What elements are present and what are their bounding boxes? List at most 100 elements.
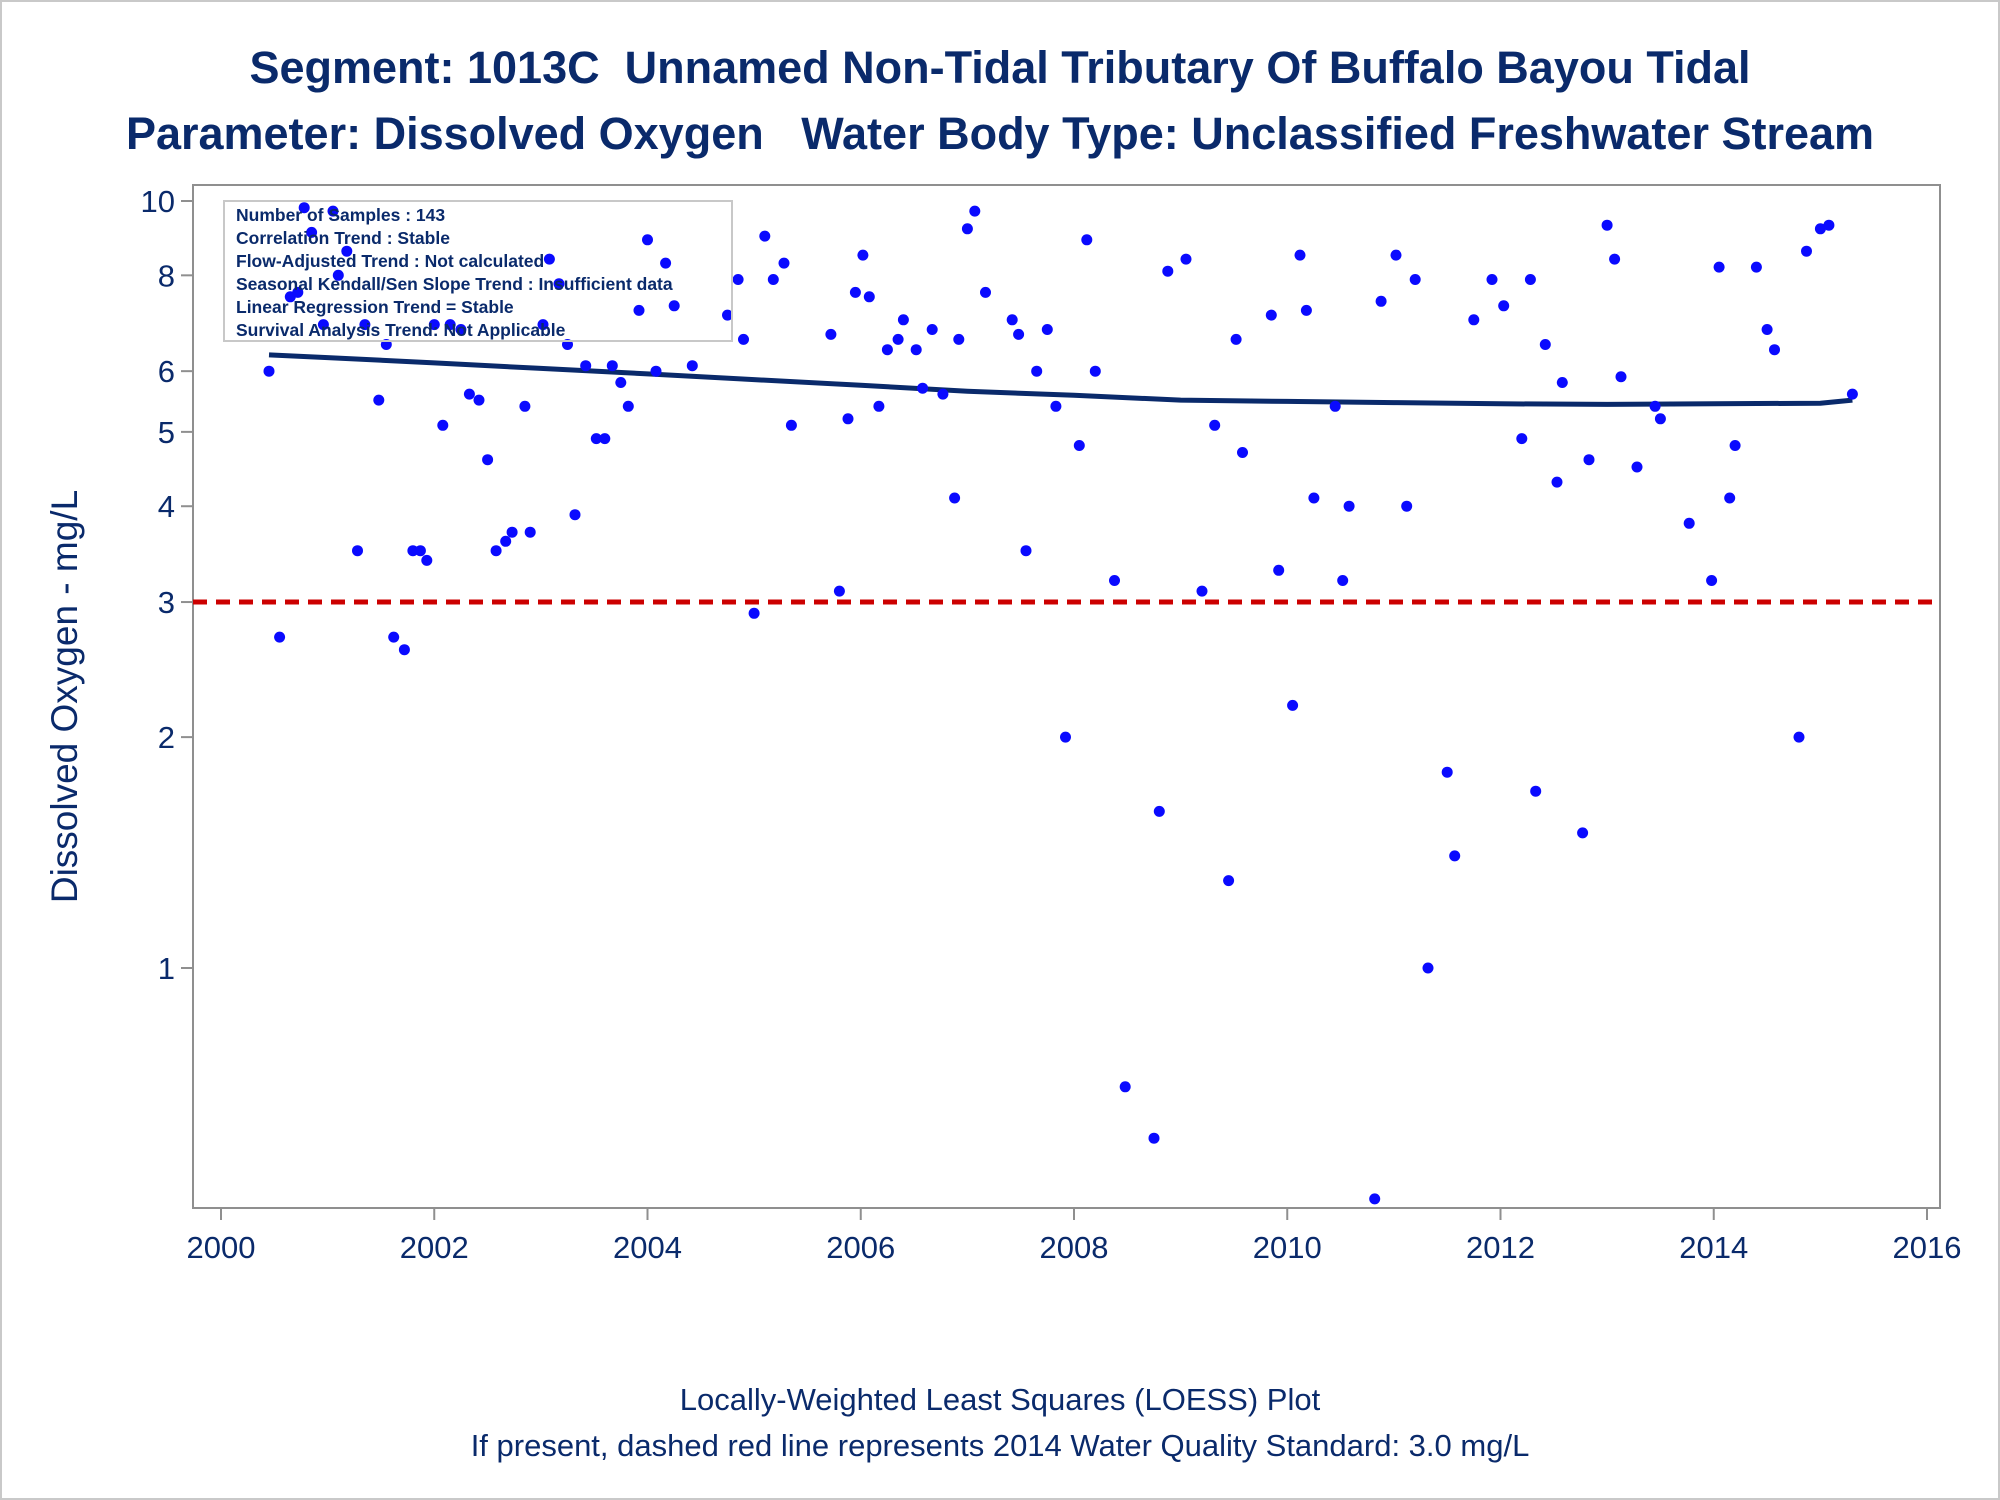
sample-point xyxy=(388,631,400,643)
sample-point xyxy=(738,333,749,345)
sample-point xyxy=(759,230,771,242)
sample-point xyxy=(1814,223,1826,235)
sample-point xyxy=(490,545,502,557)
sample-point xyxy=(873,400,885,412)
y-tick-label: 1 xyxy=(158,951,175,986)
sample-point xyxy=(732,274,744,285)
legend-correlation-trend: Correlation Trend : Stable xyxy=(236,228,450,248)
sample-point xyxy=(1300,304,1312,316)
legend-box-border xyxy=(223,200,733,342)
sample-point xyxy=(910,344,922,356)
sample-point xyxy=(1441,766,1453,778)
sample-point xyxy=(1031,365,1043,377)
sample-point xyxy=(897,314,909,326)
sample-point xyxy=(1724,492,1736,504)
sample-point xyxy=(881,344,893,356)
sample-point xyxy=(482,454,494,466)
sample-point xyxy=(332,269,344,281)
legend-flow-adjusted-trend: Flow-Adjusted Trend : Not calculated xyxy=(236,251,544,271)
sample-point xyxy=(428,319,440,331)
sample-point xyxy=(926,324,938,335)
sample-point xyxy=(306,226,318,238)
sample-point xyxy=(1556,377,1568,388)
sample-point xyxy=(642,234,653,246)
sample-point xyxy=(524,526,536,538)
sample-point xyxy=(980,286,991,298)
y-axis-title: Dissolved Oxygen - mg/L xyxy=(44,490,85,903)
sample-point xyxy=(1706,575,1718,586)
legend-seasonal-kendall-trend: Seasonal Kendall/Sen Slope Trend : Insuf… xyxy=(236,274,673,294)
loess-trend-line xyxy=(268,352,1853,407)
sample-point xyxy=(1294,249,1306,261)
sample-point xyxy=(1287,699,1299,711)
sample-point xyxy=(455,324,467,335)
sample-point xyxy=(1539,339,1551,350)
sample-point xyxy=(778,257,790,269)
sample-point xyxy=(1153,805,1165,817)
y-tick-label: 2 xyxy=(158,720,175,755)
sample-point xyxy=(1401,500,1413,512)
sample-point xyxy=(1308,492,1320,504)
sample-point xyxy=(1583,454,1595,466)
x-tick-label: 2000 xyxy=(187,1230,256,1265)
plot-area xyxy=(192,184,1941,1209)
chart-subtitle: Parameter: Dissolved Oxygen Water Body T… xyxy=(125,108,1875,159)
sample-point xyxy=(1449,850,1461,862)
sample-point xyxy=(1265,309,1277,321)
sample-point xyxy=(1050,400,1062,412)
sample-point xyxy=(298,202,310,214)
sample-point xyxy=(1609,253,1621,265)
sample-point xyxy=(292,286,304,298)
sample-point xyxy=(1498,300,1510,312)
y-tick-label: 4 xyxy=(158,489,175,524)
sample-point xyxy=(633,304,645,316)
sample-points xyxy=(263,202,1858,1205)
sample-point xyxy=(949,492,961,504)
x-axis: 2000 2002 2004 2006 2008 2010 2012 2014 2016 xyxy=(187,1208,1961,1265)
sample-point xyxy=(506,526,518,538)
sample-point xyxy=(1516,433,1528,445)
sample-point xyxy=(599,433,611,445)
sample-point xyxy=(1109,575,1120,586)
sample-point xyxy=(1020,545,1032,557)
y-tick-label: 10 xyxy=(141,184,175,219)
y-tick-label: 8 xyxy=(158,258,175,293)
sample-point xyxy=(1119,1081,1131,1093)
sample-point xyxy=(1196,585,1208,597)
sample-point xyxy=(1180,253,1192,265)
sample-point xyxy=(1530,785,1542,797)
chart-title: Segment: 1013C Unnamed Non-Tidal Tributa… xyxy=(249,42,1751,93)
sample-point xyxy=(1073,440,1085,451)
x-tick-label: 2010 xyxy=(1253,1230,1322,1265)
sample-point xyxy=(1654,413,1666,425)
sample-point xyxy=(1649,400,1661,412)
sample-point xyxy=(842,413,854,425)
sample-point xyxy=(917,382,929,394)
sample-point xyxy=(722,309,733,321)
sample-point xyxy=(1041,324,1053,335)
sample-point xyxy=(1631,461,1643,473)
sample-point xyxy=(1601,219,1613,231)
sample-point xyxy=(785,419,797,431)
y-tick-label: 3 xyxy=(158,585,175,620)
sample-point xyxy=(1713,261,1725,273)
sample-point xyxy=(748,607,760,619)
sample-point xyxy=(1013,328,1025,340)
sample-point xyxy=(444,319,456,331)
sample-point xyxy=(825,328,837,340)
stats-legend-box: Number of Samples : 143 Correlation Tren… xyxy=(223,200,733,342)
sample-point xyxy=(1006,314,1018,326)
legend-sample-count: Number of Samples : 143 xyxy=(236,205,445,225)
sample-point xyxy=(500,535,512,547)
sample-point xyxy=(1422,962,1434,974)
sample-point xyxy=(1750,261,1762,273)
y-tick-label: 6 xyxy=(158,354,175,389)
sample-point xyxy=(553,278,565,290)
sample-point xyxy=(1761,324,1773,335)
sample-point xyxy=(473,394,485,406)
sample-point xyxy=(863,291,875,303)
sample-point xyxy=(414,545,426,557)
sample-point xyxy=(421,554,433,566)
